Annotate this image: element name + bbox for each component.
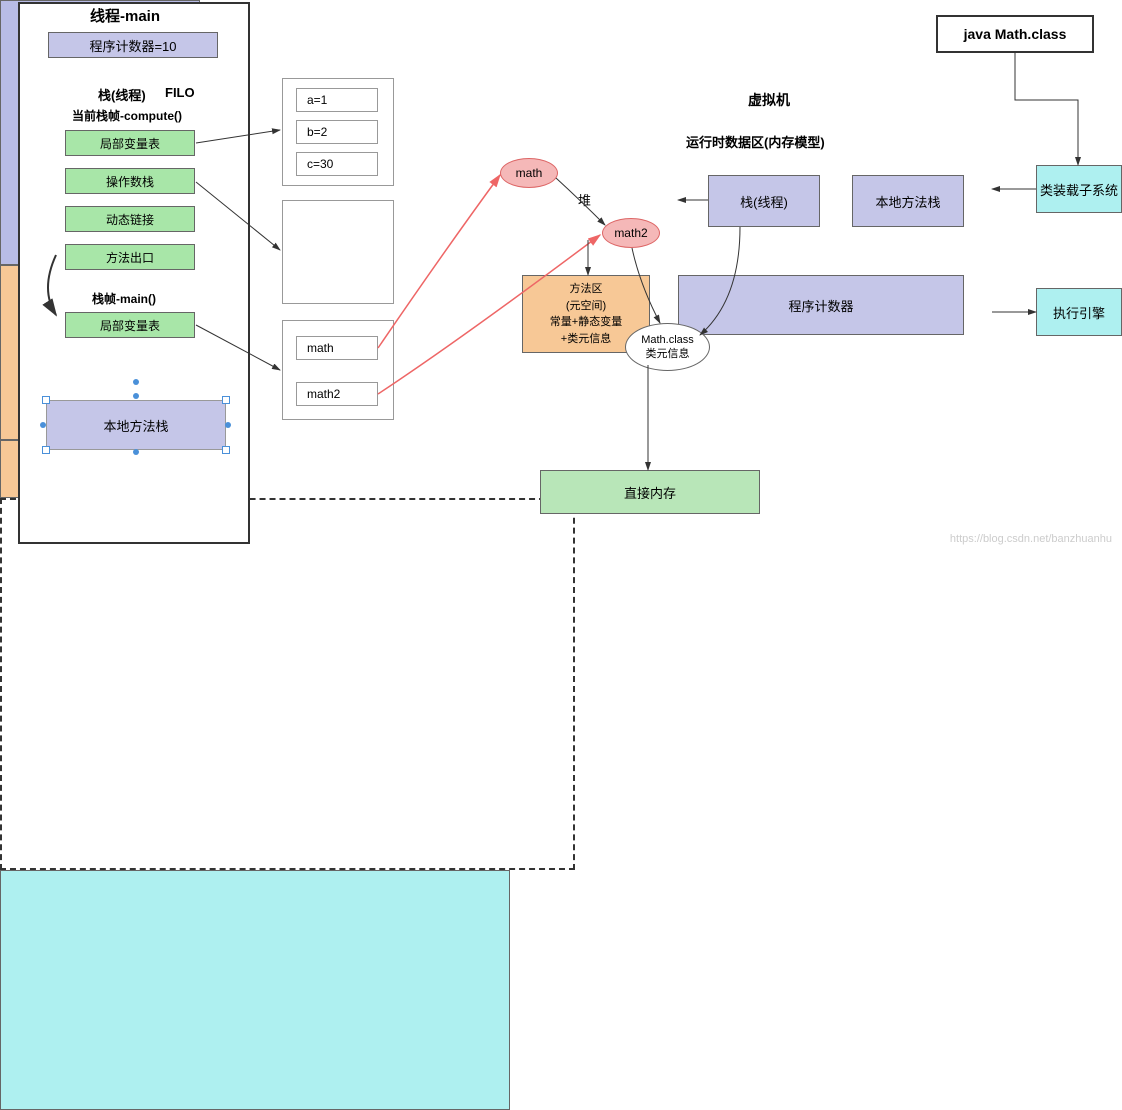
exec-engine-box: 执行引擎 <box>1036 288 1122 336</box>
method-exit: 方法出口 <box>65 244 195 270</box>
operand-stack: 操作数栈 <box>65 168 195 194</box>
resize-handle[interactable] <box>133 393 139 399</box>
empty-container <box>282 200 394 304</box>
frame-compute-title: 当前栈帧-compute() <box>72 107 182 124</box>
ref-math2: math2 <box>296 382 378 406</box>
thread-main-container <box>18 2 250 544</box>
runtime-data-area <box>0 870 510 1110</box>
pc-box: 程序计数器 <box>678 275 964 335</box>
heap-label: 堆 <box>578 190 591 209</box>
mathclass-ellipse: Math.class 类元信息 <box>625 323 710 371</box>
java-math-class: java Math.class <box>936 15 1094 53</box>
resize-handle[interactable] <box>222 446 230 454</box>
frame-main-title: 栈帧-main() <box>92 290 156 307</box>
direct-memory-box: 直接内存 <box>540 470 760 514</box>
var-b: b=2 <box>296 120 378 144</box>
math2-ellipse: math2 <box>602 218 660 248</box>
resize-handle[interactable] <box>42 446 50 454</box>
native-stack-box: 本地方法栈 <box>46 400 226 450</box>
vm-container <box>0 498 575 870</box>
vm-title: 虚拟机 <box>748 90 790 110</box>
resize-handle[interactable] <box>40 422 46 428</box>
classloader-box: 类装载子系统 <box>1036 165 1122 213</box>
thread-main-title: 线程-main <box>90 5 160 26</box>
native-method-box: 本地方法栈 <box>852 175 964 227</box>
dynamic-link: 动态链接 <box>65 206 195 232</box>
local-var-2: 局部变量表 <box>65 312 195 338</box>
stack-label: 栈(线程) <box>98 85 146 104</box>
resize-handle[interactable] <box>222 396 230 404</box>
stack-thread-box: 栈(线程) <box>708 175 820 227</box>
watermark: https://blog.csdn.net/banzhuanhu <box>950 533 1112 545</box>
resize-handle[interactable] <box>133 449 139 455</box>
resize-handle[interactable] <box>225 422 231 428</box>
runtime-title: 运行时数据区(内存模型) <box>686 132 825 151</box>
filo-label: FILO <box>165 85 195 100</box>
math-ellipse: math <box>500 158 558 188</box>
var-c: c=30 <box>296 152 378 176</box>
program-counter-box: 程序计数器=10 <box>48 32 218 58</box>
local-var-1: 局部变量表 <box>65 130 195 156</box>
rotate-handle[interactable] <box>133 379 139 385</box>
var-a: a=1 <box>296 88 378 112</box>
resize-handle[interactable] <box>42 396 50 404</box>
ref-math: math <box>296 336 378 360</box>
